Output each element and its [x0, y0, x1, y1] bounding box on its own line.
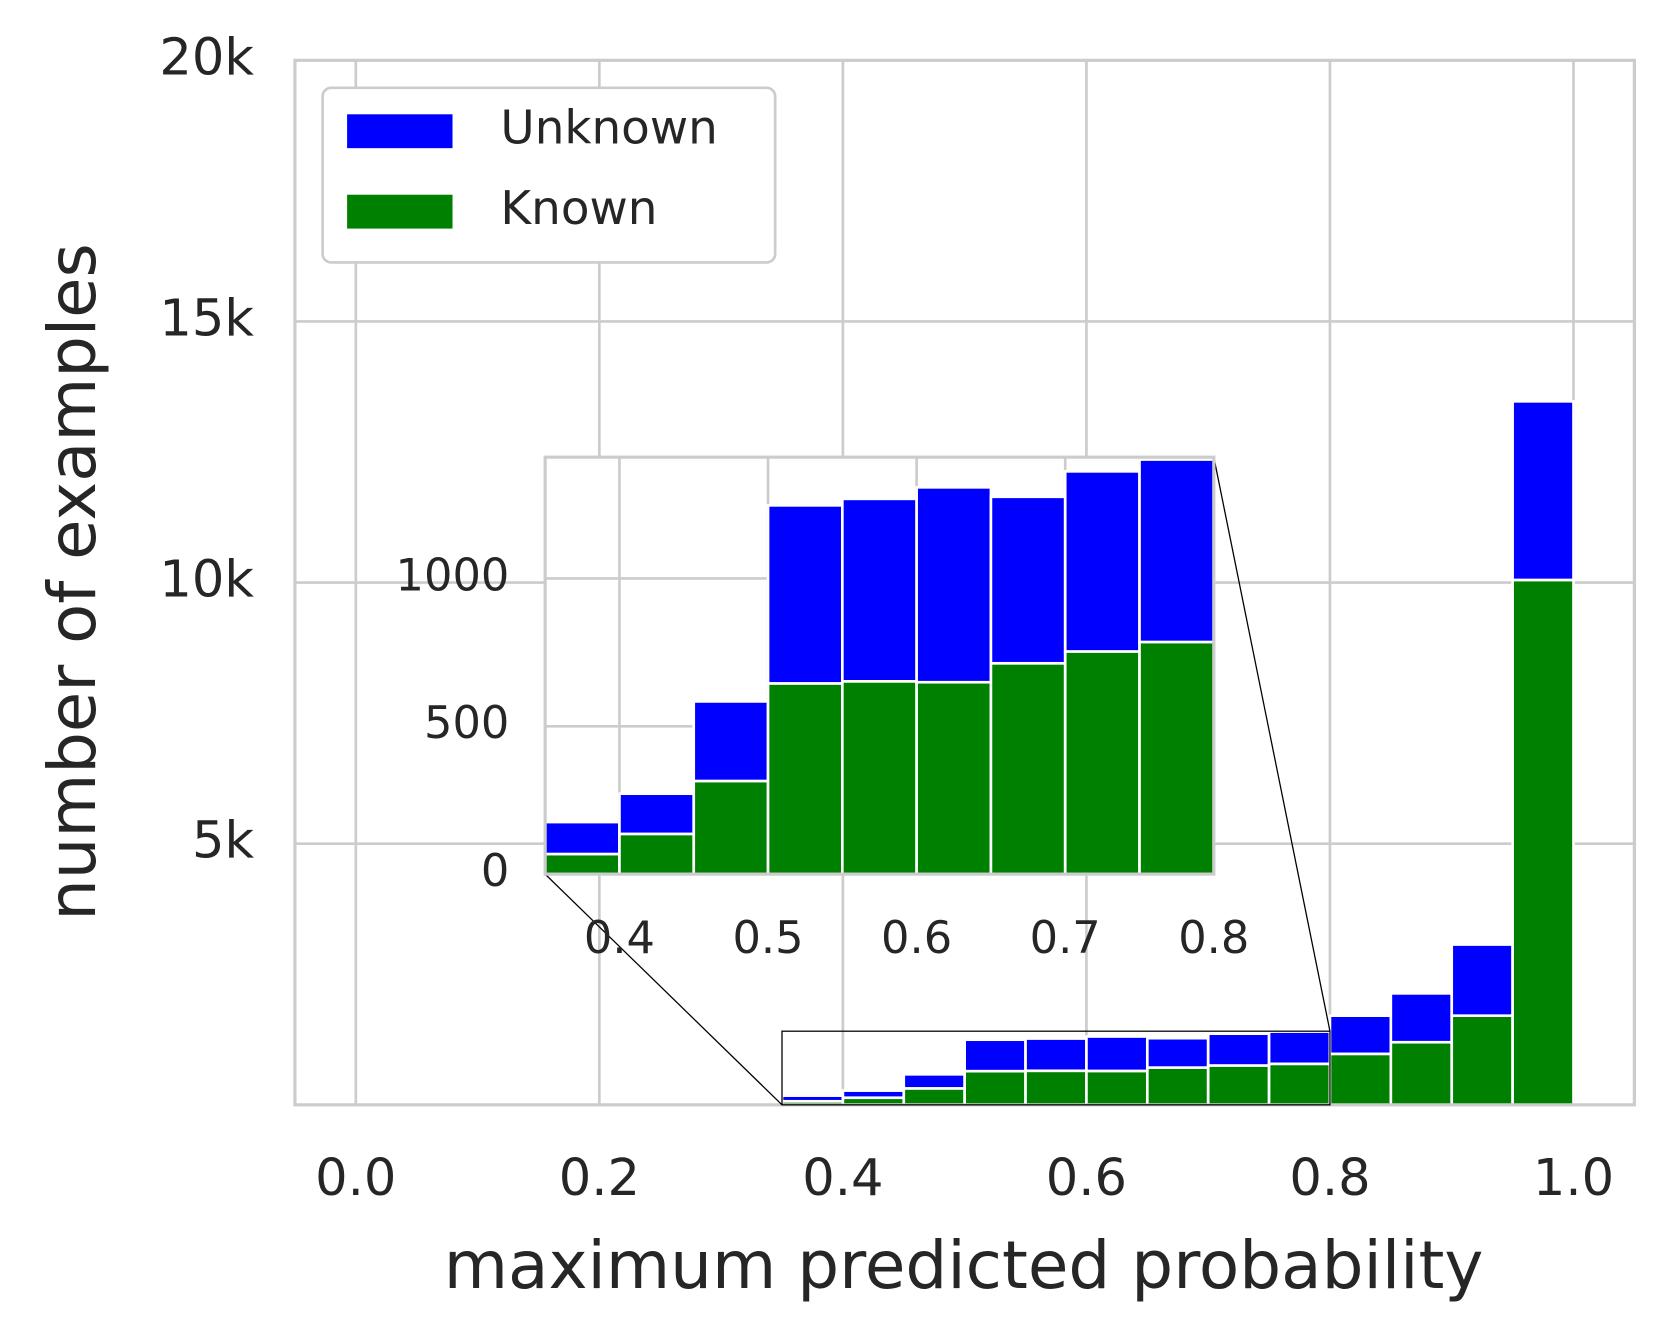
bar — [1024, 1069, 1088, 1107]
bar — [989, 661, 1067, 875]
bar — [1511, 578, 1575, 1107]
bars — [545, 457, 1214, 875]
bar — [1389, 1040, 1454, 1107]
zoom-box — [781, 1030, 1331, 1106]
bar — [1206, 1064, 1271, 1107]
y-tick-label: 15k — [159, 290, 254, 349]
bar — [840, 497, 918, 683]
bar — [989, 495, 1067, 665]
bar — [841, 1089, 906, 1100]
bar — [1085, 1069, 1149, 1107]
y-tick-label: 0 — [481, 845, 509, 897]
bar — [1138, 458, 1214, 644]
x-tick-label: 0.6 — [1046, 1149, 1127, 1208]
x-tick-label: 0.4 — [802, 1149, 883, 1208]
bar — [545, 852, 621, 875]
bar — [780, 1094, 845, 1103]
x-tick-label: 0.0 — [315, 1149, 396, 1208]
bar — [1145, 1066, 1210, 1107]
bar — [1328, 1052, 1393, 1107]
bar — [1450, 943, 1514, 1018]
bar — [1267, 1062, 1332, 1107]
bar — [902, 1073, 966, 1090]
x-tick-label: 0.8 — [1289, 1149, 1370, 1208]
connector — [544, 873, 783, 1106]
bar — [766, 682, 844, 875]
bar — [840, 680, 918, 875]
bar — [1085, 1035, 1149, 1073]
x-tick-label: 0.4 — [584, 912, 655, 964]
bar — [618, 832, 696, 875]
bar — [692, 700, 770, 783]
plot-frame — [543, 455, 1216, 876]
bar — [545, 820, 621, 856]
legend-label: Unknown — [500, 102, 717, 156]
bar — [766, 504, 844, 685]
y-tick-label: 5k — [192, 812, 255, 871]
bar — [692, 779, 770, 875]
bar — [1450, 1014, 1514, 1107]
legend-swatch — [347, 194, 453, 229]
y-axis-label: number of examples — [34, 243, 111, 920]
bar — [1138, 640, 1214, 875]
bar — [618, 792, 696, 836]
legend-label: Known — [500, 182, 657, 236]
bar — [1063, 650, 1141, 875]
bar — [963, 1038, 1027, 1073]
y-tick-label: 20k — [159, 28, 254, 87]
x-tick-label: 0.2 — [559, 1149, 640, 1208]
bar — [915, 486, 993, 684]
bar — [1328, 1014, 1393, 1056]
legend-swatch — [347, 114, 453, 149]
bar — [902, 1087, 966, 1107]
x-tick-label: 0.8 — [1178, 912, 1249, 964]
x-tick-label: 0.6 — [881, 912, 952, 964]
y-tick-label: 10k — [159, 551, 254, 610]
x-axis-label: maximum predicted probability — [444, 1227, 1484, 1304]
bar — [1206, 1032, 1271, 1067]
x-tick-label: 1.0 — [1533, 1149, 1614, 1208]
connector — [1213, 457, 1331, 1032]
x-tick-label: 0.7 — [1030, 912, 1101, 964]
bar — [963, 1069, 1027, 1107]
bar — [1024, 1037, 1088, 1073]
bar — [1389, 992, 1454, 1044]
bar — [1063, 470, 1141, 653]
bar — [915, 680, 993, 875]
bar — [1267, 1030, 1332, 1066]
y-tick-label: 500 — [424, 697, 509, 749]
y-tick-label: 1000 — [396, 550, 510, 602]
x-tick-label: 0.5 — [732, 912, 803, 964]
bar — [1511, 400, 1575, 582]
bar — [1145, 1036, 1210, 1069]
